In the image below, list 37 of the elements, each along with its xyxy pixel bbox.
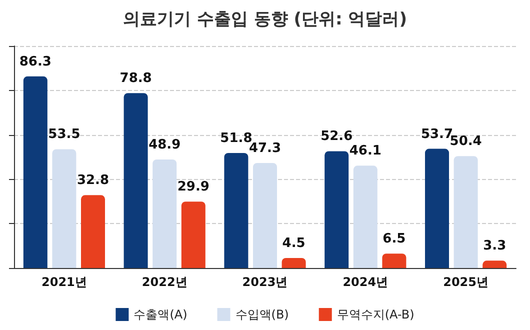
legend-label: 무역수지(A-B) [336,308,414,322]
data-label: 32.8 [76,173,110,188]
data-label: 53.5 [48,127,80,142]
x-tick-label: 2022년 [142,275,188,289]
chart-title: 의료기기 수출입 동향 (단위: 억달러) [122,10,408,30]
data-label: 86.3 [19,54,52,70]
bar [224,153,248,268]
data-label: 52.6 [320,129,353,144]
bar [353,166,378,268]
bar [81,195,105,268]
data-label: 29.9 [177,180,210,195]
data-label: 46.1 [349,144,382,159]
bar [482,260,507,268]
legend-label: 수출액(A) [134,308,188,322]
bar [282,258,306,268]
x-tick-label: 2024년 [342,275,388,289]
bar [181,202,206,268]
x-tick-label: 2023년 [242,275,288,289]
data-label: 3.3 [483,238,506,254]
data-label: 78.8 [120,71,152,86]
bar [152,159,177,268]
x-tick-label: 2021년 [41,275,87,289]
bar [324,151,349,268]
legend-label: 수입액(B) [235,308,289,322]
data-label: 48.9 [148,137,181,152]
data-label: 50.4 [450,134,482,150]
bar [425,148,449,268]
x-tick-label: 2025년 [443,275,489,289]
bar [52,149,76,268]
data-label: 6.5 [382,232,406,247]
bar [253,162,277,268]
bar [23,76,48,268]
bar [454,156,478,268]
bar [124,93,148,268]
bar [382,254,406,268]
data-label: 4.5 [282,236,306,252]
data-label: 47.3 [248,140,282,156]
